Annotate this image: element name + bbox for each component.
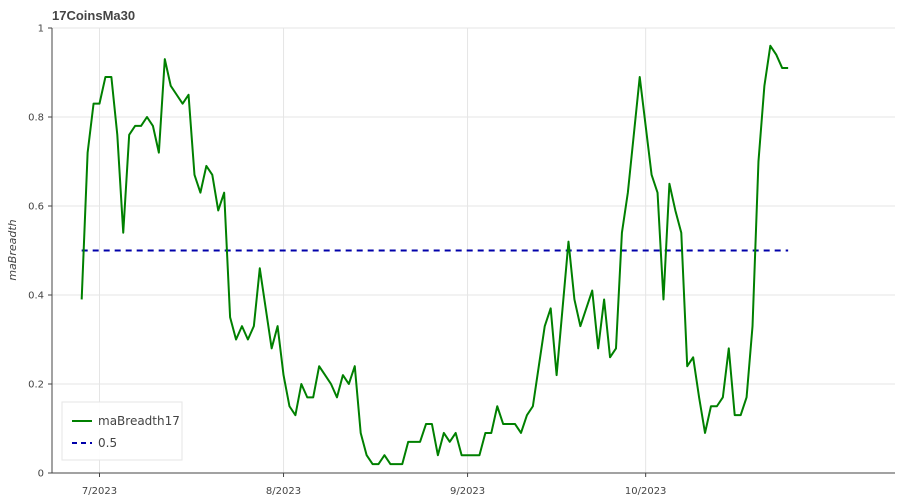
x-tick-label-1: 8/2023 (266, 486, 301, 497)
legend-label-series-0: maBreadth17 (98, 414, 180, 428)
series-line-mabreadth17 (80, 44, 789, 466)
x-tick-label-0: 7/2023 (82, 486, 117, 497)
y-tick-label-4: 0.8 (28, 113, 44, 124)
series-group (80, 44, 789, 466)
y-tick-label-0: 0 (38, 469, 44, 480)
x-axis-ticks: 7/2023 8/2023 9/2023 10/2023 (82, 473, 667, 497)
x-tick-label-3: 10/2023 (625, 486, 667, 497)
y-tick-label-5: 1 (38, 24, 44, 35)
x-tick-label-2: 9/2023 (450, 486, 485, 497)
axes (51, 28, 895, 474)
chart-title: 17CoinsMa30 (52, 8, 135, 23)
y-tick-label-3: 0.6 (28, 202, 44, 213)
legend-label-series-1: 0.5 (98, 436, 117, 450)
y-tick-label-2: 0.4 (28, 291, 44, 302)
y-axis-label: maBreadth (6, 219, 19, 280)
legend-box (61, 401, 183, 461)
y-tick-label-1: 0.2 (28, 380, 44, 391)
legend: maBreadth17 0.5 (61, 401, 183, 461)
y-axis-ticks: 0 0.2 0.4 0.6 0.8 1 (28, 24, 52, 480)
